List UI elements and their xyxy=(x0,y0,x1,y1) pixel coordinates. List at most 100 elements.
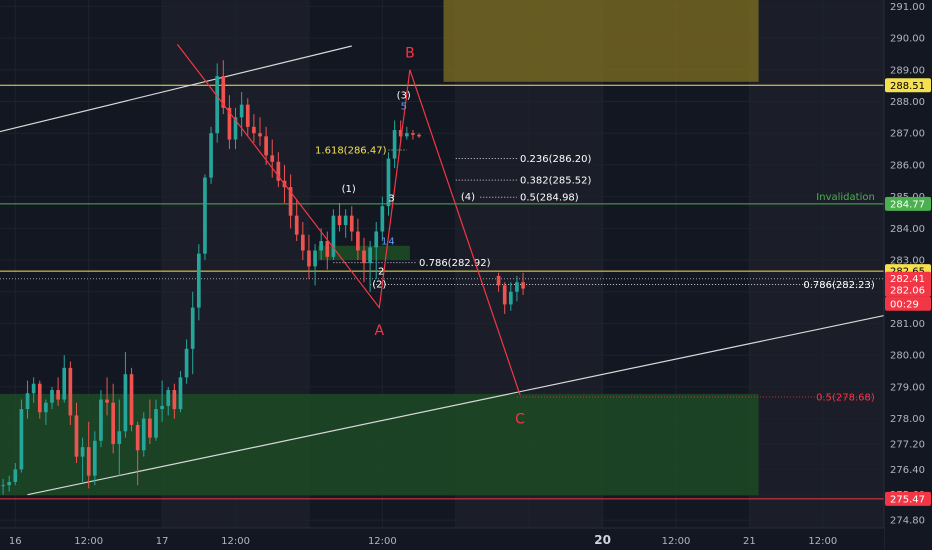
candle-body xyxy=(343,215,348,226)
wave-labels: B A C (1) (2) (3) (4) 3 2 5 41 xyxy=(342,45,525,427)
candle-body xyxy=(31,383,36,394)
wave-label: (3) xyxy=(397,91,411,102)
trendlines[interactable] xyxy=(0,45,885,496)
trendline xyxy=(0,45,352,133)
wave-label: 2 xyxy=(378,267,384,278)
candle-body xyxy=(294,215,299,235)
session-band xyxy=(749,0,884,528)
time-tick-label: 12:00 xyxy=(74,536,103,547)
fib-label: 0.5(278.68) xyxy=(816,393,875,404)
candle-body xyxy=(319,241,324,251)
price-tick-label: 284.00 xyxy=(890,224,925,235)
price-tick-label: 274.80 xyxy=(890,516,925,527)
candle-body xyxy=(356,231,360,251)
price-label-bg xyxy=(885,282,931,297)
candle-body xyxy=(264,136,268,156)
time-tick-label: 12:00 xyxy=(221,536,250,547)
horizontal-levels xyxy=(0,84,884,500)
price-tick-label: 283.00 xyxy=(890,256,925,267)
candle-body xyxy=(135,424,140,451)
candle-body xyxy=(349,215,354,232)
wave-label: (2) xyxy=(372,279,386,290)
zone-box xyxy=(443,0,759,82)
candle-body xyxy=(404,133,409,137)
time-axis-ticks: 16 12:00 17 12:00 12:00 20 12:00 21 12:00 xyxy=(9,533,837,547)
candle-body xyxy=(160,405,164,410)
candle-body xyxy=(221,76,226,108)
price-label-text: 00:29 xyxy=(890,299,919,310)
candle-body xyxy=(307,250,311,267)
candle-body xyxy=(148,418,152,438)
wave-label: (4) xyxy=(461,192,475,203)
candle-body xyxy=(417,134,421,137)
candle-body xyxy=(508,291,513,305)
candle-body xyxy=(37,383,42,413)
candle-body xyxy=(7,482,12,486)
abc-wave-line xyxy=(176,44,521,396)
price-labels: 288.51284.77282.65282.41282.0600:29275.4… xyxy=(885,78,931,506)
price-label-text: 284.77 xyxy=(890,199,925,210)
candle-body xyxy=(325,241,330,257)
candle-body xyxy=(258,133,262,137)
fib-label: 0.382(285.52) xyxy=(520,176,592,187)
candle-body xyxy=(209,133,213,178)
price-tick-label: 276.40 xyxy=(890,465,925,476)
price-label-bg xyxy=(885,271,931,286)
price-label-bg xyxy=(885,78,931,93)
candle-body xyxy=(276,161,281,181)
candle-body xyxy=(190,307,195,349)
wave-label: (1) xyxy=(342,184,356,195)
wave-label: 4 xyxy=(388,237,394,248)
candle-body xyxy=(184,348,189,378)
candle-body xyxy=(99,399,103,441)
candle-body xyxy=(105,399,109,403)
fib-label: 0.236(286.20) xyxy=(520,154,592,165)
price-label-bg xyxy=(885,196,931,211)
price-tick-label: 287.00 xyxy=(890,129,925,140)
candle-body xyxy=(56,390,60,400)
price-tick-label: 289.00 xyxy=(890,65,925,76)
candle-body xyxy=(502,285,507,305)
candle-body xyxy=(141,418,146,451)
candle-body xyxy=(50,390,54,403)
time-tick-label: 12:00 xyxy=(808,536,837,547)
candle-body xyxy=(313,250,317,267)
time-tick-label: 12:00 xyxy=(368,536,397,547)
price-label-bg xyxy=(885,491,931,506)
price-label-text: 275.47 xyxy=(890,494,925,505)
fib-levels: 1.618(286.47) 0.236(286.20) 0.382(285.52) 0… xyxy=(315,145,875,403)
candle-body xyxy=(111,402,116,444)
candle-body xyxy=(374,231,379,248)
price-tick-label: 288.00 xyxy=(890,97,925,108)
fib-label: 0.786(282.92) xyxy=(419,258,491,269)
price-tick-label: 281.00 xyxy=(890,319,925,330)
candle-body xyxy=(62,367,67,400)
price-label-text: 282.41 xyxy=(890,274,925,285)
candle-body xyxy=(74,415,79,457)
candle-body xyxy=(13,469,18,483)
price-tick-label: 279.00 xyxy=(890,382,925,393)
candle-body xyxy=(515,282,519,292)
candle-body xyxy=(496,275,501,286)
time-axis-panel[interactable] xyxy=(0,528,884,550)
candle-body xyxy=(252,126,256,134)
candle-body xyxy=(203,177,207,254)
candles xyxy=(1,60,525,495)
elliott-abc-path[interactable] xyxy=(176,44,521,396)
candle-body xyxy=(44,402,48,413)
price-tick-label: 280.00 xyxy=(890,351,925,362)
time-tick-label: 21 xyxy=(743,536,756,547)
price-tick-label: 277.20 xyxy=(890,439,925,450)
candle-body xyxy=(1,485,5,487)
annotation-label: Invalidation xyxy=(816,192,875,203)
price-tick-label: 278.00 xyxy=(890,414,925,425)
time-tick-label: 20 xyxy=(594,533,611,547)
candle-body xyxy=(68,367,73,416)
candle-body xyxy=(392,130,397,159)
candle-body xyxy=(368,247,372,264)
candle-body xyxy=(398,130,403,137)
trendline xyxy=(27,314,885,496)
candle-body xyxy=(270,155,275,162)
candle-body xyxy=(80,447,85,457)
